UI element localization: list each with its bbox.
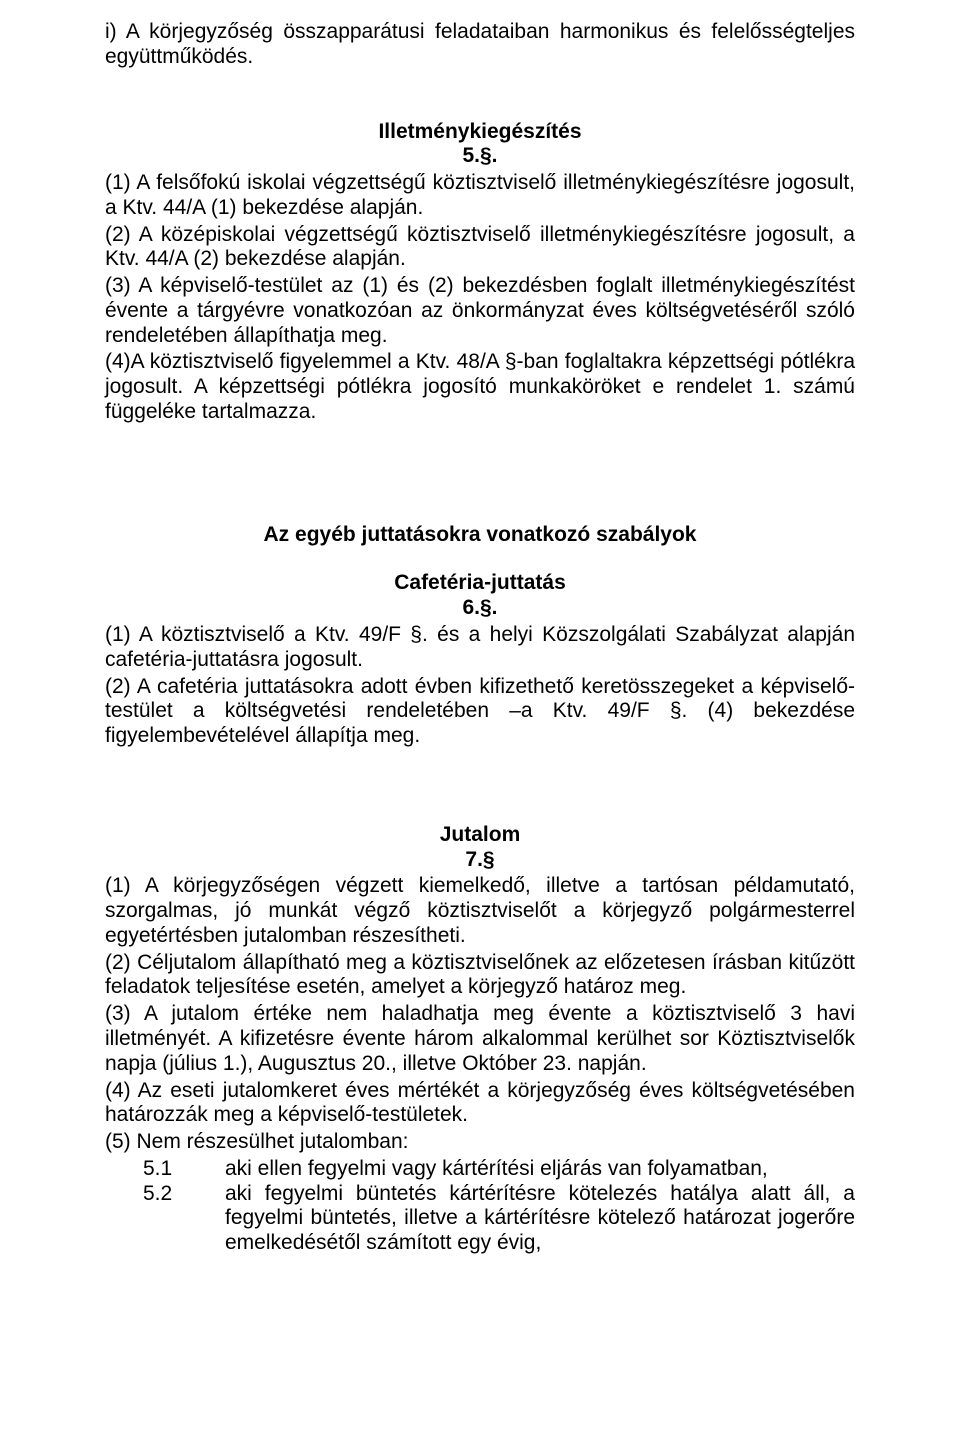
sec7-para-3: (3) A jutalom értéke nem haladhatja meg … xyxy=(105,1002,855,1076)
sec7-sub-5-1-text: aki ellen fegyelmi vagy kártérítési eljá… xyxy=(225,1157,855,1182)
section-6-title: Cafetéria-juttatás xyxy=(105,571,855,596)
sec7-para-5: (5) Nem részesülhet jutalomban: xyxy=(105,1130,855,1155)
sec7-sub-5-2-num: 5.2 xyxy=(143,1182,225,1256)
sec7-sub-5-1-num: 5.1 xyxy=(143,1157,225,1182)
section-7-title: Jutalom xyxy=(105,823,855,848)
sec7-sub-5-1: 5.1 aki ellen fegyelmi vagy kártérítési … xyxy=(105,1157,855,1182)
section-5-num: 5.§. xyxy=(105,144,855,169)
document-page: i) A körjegyzőség összapparátusi feladat… xyxy=(0,0,960,1454)
section-7-num: 7.§ xyxy=(105,848,855,873)
rules-title: Az egyéb juttatásokra vonatkozó szabályo… xyxy=(105,523,855,548)
sec5-para-1: (1) A felsőfokú iskolai végzettségű közt… xyxy=(105,171,855,221)
sec7-para-4: (4) Az eseti jutalomkeret éves mértékét … xyxy=(105,1079,855,1129)
sec6-para-2: (2) A cafetéria juttatásokra adott évben… xyxy=(105,675,855,749)
sec5-para-3: (3) A képviselő-testület az (1) és (2) b… xyxy=(105,274,855,348)
item-i: i) A körjegyzőség összapparátusi feladat… xyxy=(105,20,855,70)
sec7-para-2: (2) Céljutalom állapítható meg a köztisz… xyxy=(105,951,855,1001)
section-5-title: Illetménykiegészítés xyxy=(105,120,855,145)
sec7-sub-5-2: 5.2 aki fegyelmi büntetés kártérítésre k… xyxy=(105,1182,855,1256)
section-6-num: 6.§. xyxy=(105,596,855,621)
sec7-sub-5-2-text: aki fegyelmi büntetés kártérítésre kötel… xyxy=(225,1182,855,1256)
sec5-para-4: (4)A köztisztviselő figyelemmel a Ktv. 4… xyxy=(105,350,855,424)
sec6-para-1: (1) A köztisztviselő a Ktv. 49/F §. és a… xyxy=(105,623,855,673)
sec7-para-1: (1) A körjegyzőségen végzett kiemelkedő,… xyxy=(105,874,855,948)
sec5-para-2: (2) A középiskolai végzettségű köztisztv… xyxy=(105,223,855,273)
